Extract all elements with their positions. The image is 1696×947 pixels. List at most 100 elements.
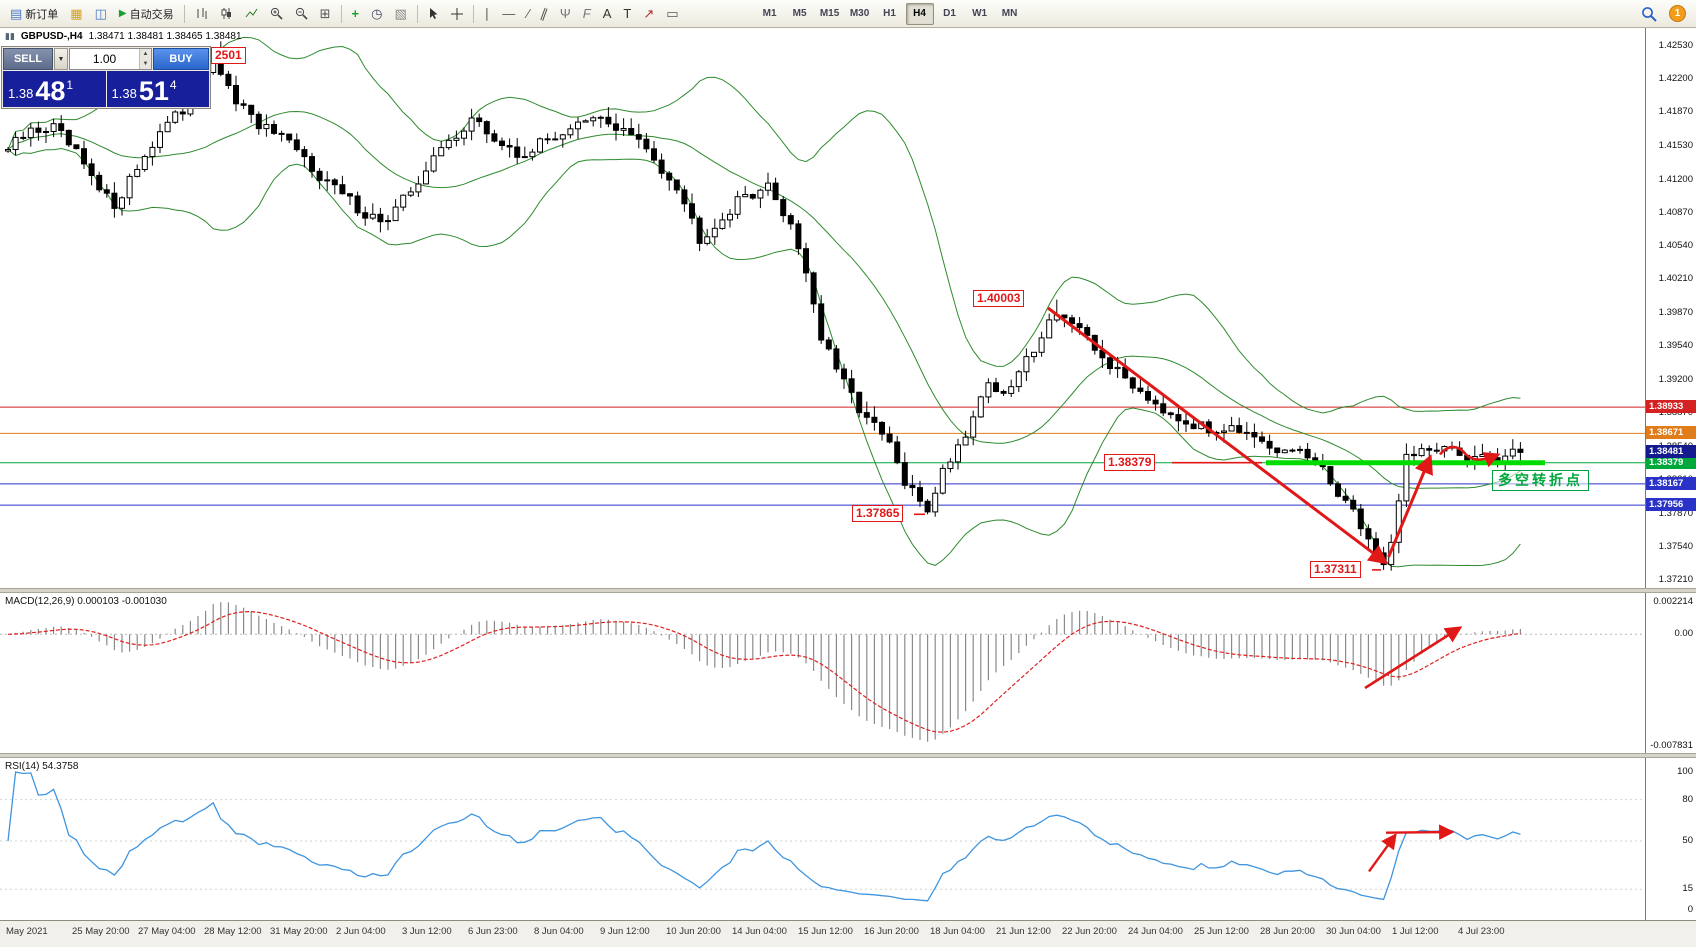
crosshair-button[interactable] [446,3,468,25]
price-scale[interactable]: 1.42530 1.42200 1.41870 1.41530 1.41200 1.408… [1645,28,1696,920]
timeframe-group: M1 M5 M15 M30 H1 H4 D1 W1 MN [755,2,1025,25]
line-chart-icon [245,8,258,18]
tile-windows-icon: ⊞ [319,6,331,21]
volume-field[interactable]: 1.00 ▲ ▼ [69,48,152,70]
periods-clock-icon: ◷ [371,6,383,21]
time-label: 15 Jun 12:00 [798,926,853,937]
candlestick-button[interactable] [215,3,238,25]
tile-windows-button[interactable]: ⊞ [315,3,336,25]
time-label: 16 Jun 20:00 [864,926,919,937]
time-label: 3 Jun 12:00 [402,926,452,937]
volume-decrease-button[interactable]: ▼ [140,59,151,69]
july-low-annotation[interactable]: 1.37311 [1310,561,1361,578]
toolbar-separator [183,4,185,23]
toolbar-separator [340,4,342,23]
scale-tick-label: 1.40540 [1658,239,1693,251]
time-label: 24 Jun 04:00 [1128,926,1183,937]
time-label: 1 Jul 12:00 [1392,926,1439,937]
pitchfork-tool[interactable]: Ψ [555,3,576,25]
scale-tick-label: 1.39200 [1658,374,1693,386]
scale-tick-label: 1.39540 [1658,340,1693,352]
timeframe-button-m15[interactable]: M15 [816,3,844,25]
data-window-icon: ◫ [94,6,107,21]
time-axis[interactable]: May 2021 25 May 20:00 27 May 04:00 28 May 1… [0,920,1696,947]
clipped-price-annotation[interactable]: 2501 [211,47,246,64]
timeframe-button-h4[interactable]: H4 [905,2,934,25]
arrows-tool[interactable]: ↗ [638,3,659,25]
trade-controls-row: SELL ▼ 1.00 ▲ ▼ BUY [3,48,209,70]
notification-badge[interactable]: 1 [1669,5,1686,22]
fibonacci-icon: F [582,6,591,21]
buy-price-small: 1.38 [111,86,137,101]
cursor-button[interactable] [423,3,444,25]
zoom-in-button[interactable] [265,3,288,25]
new-order-button[interactable]: ▤ 新订单 [5,3,63,25]
timeframe-button-mn[interactable]: MN [996,3,1024,25]
price-level-label: 1.38481 [1646,445,1696,459]
panel-divider-2[interactable] [0,753,1696,758]
timeframe-button-h1[interactable]: H1 [876,3,904,25]
june-low-annotation[interactable]: 1.37865 [852,505,904,522]
timeframe-button-m30[interactable]: M30 [846,3,874,25]
horizontal-line-tool[interactable]: — [497,3,520,25]
panel-divider-1[interactable] [0,588,1696,593]
text-tool[interactable]: A [598,3,617,25]
timeframe-button-d1[interactable]: D1 [936,3,964,25]
toolbar-right-group: 1 [1635,3,1692,25]
buy-price-sup: 4 [169,78,177,92]
sell-price-sup: 1 [66,78,74,92]
scale-tick-label: 1.37210 [1658,574,1693,585]
cursor-icon [429,8,438,19]
label-tool[interactable]: T [618,3,636,25]
vertical-line-tool[interactable]: ∣ [479,3,496,25]
line-chart-button[interactable] [240,3,263,25]
market-watch-button[interactable]: ▦ [65,3,87,25]
buy-button[interactable]: BUY [153,48,209,70]
trendline-tool[interactable]: ∕ [522,3,534,25]
time-label: 2 Jun 04:00 [336,926,386,937]
time-label: 28 Jun 20:00 [1260,926,1315,937]
fibonacci-tool[interactable]: F [578,3,596,25]
volume-increase-button[interactable]: ▲ [140,49,151,59]
zoom-out-button[interactable] [290,3,313,25]
turning-point-annotation[interactable]: 多空转折点 [1492,470,1589,491]
timeframe-button-m1[interactable]: M1 [756,3,784,25]
channel-tool[interactable]: ∥ [536,3,553,25]
zoom-in-icon [270,7,283,20]
peak-price-annotation[interactable]: 1.40003 [973,290,1025,307]
scale-tick-label: 0 [1687,904,1693,915]
data-window-button[interactable]: ◫ [90,3,112,25]
periods-button[interactable]: ◷ [366,3,387,25]
market-watch-icon: ▦ [70,6,83,21]
main-chart-panel[interactable]: ▮▮ GBPUSD-,H4 1.38471 1.38481 1.38465 1.… [0,28,1696,588]
search-icon [1642,6,1657,22]
search-button[interactable] [1636,3,1662,25]
sell-button[interactable]: SELL [3,48,53,70]
time-label: 25 May 20:00 [72,926,130,937]
rsi-panel[interactable]: RSI(14) 54.3758 [0,758,1696,920]
timeframe-button-m5[interactable]: M5 [786,3,814,25]
sell-price-small: 1.38 [8,86,34,101]
macd-panel[interactable]: MACD(12,26,9) 0.000103 -0.001030 [0,593,1696,753]
bar-chart-button[interactable] [190,3,213,25]
timeframe-button-w1[interactable]: W1 [966,3,994,25]
arrow-tool-icon: ↗ [643,6,655,21]
indicators-button[interactable]: + [347,3,365,25]
support-price-annotation[interactable]: 1.38379 [1104,454,1156,471]
rsi-chart [0,771,1645,902]
scale-tick-label: 50 [1682,835,1693,846]
sell-price[interactable]: 1.38 48 1 [3,71,106,107]
time-label: 22 Jun 20:00 [1062,926,1117,937]
new-order-icon: ▤ [10,6,23,21]
autotrade-label: 自动交易 [129,8,174,21]
time-label: 4 Jul 23:00 [1458,926,1505,937]
shapes-tool[interactable]: ▭ [661,3,683,25]
scale-tick-label: 80 [1682,793,1693,805]
autotrade-button[interactable]: ▶ 自动交易 [114,3,179,25]
templates-button[interactable]: ▧ [389,3,411,25]
indicators-add-icon: + [351,6,360,21]
buy-price[interactable]: 1.38 51 4 [106,71,209,107]
time-label: 9 Jun 12:00 [600,926,650,937]
chart-icon: ▮▮ [5,31,15,41]
order-type-dropdown[interactable]: ▼ [54,48,68,70]
